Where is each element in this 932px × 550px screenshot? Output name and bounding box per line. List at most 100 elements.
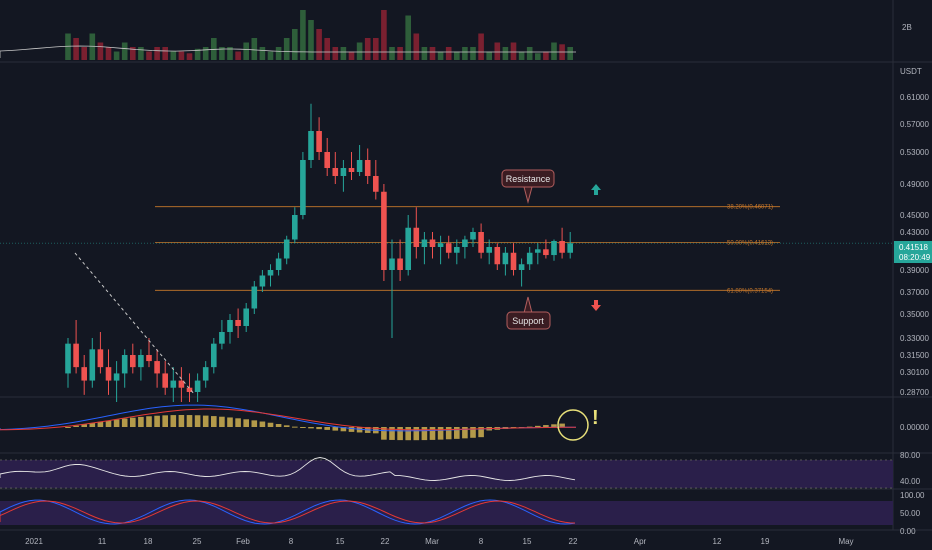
resistance-callout[interactable]: Resistance xyxy=(501,169,555,204)
macd-hist xyxy=(340,427,347,432)
volume-bar xyxy=(502,47,509,60)
volume-bar xyxy=(373,38,379,60)
volume-bar xyxy=(421,47,428,60)
time-tick: Apr xyxy=(634,537,647,546)
candle-body xyxy=(146,355,152,362)
candle-body xyxy=(502,252,509,265)
macd-hist xyxy=(462,427,468,439)
stoch-k xyxy=(0,499,576,525)
macd-hist xyxy=(138,416,144,427)
macd-hist xyxy=(559,423,565,427)
volume-ma xyxy=(0,45,576,58)
candle-body xyxy=(543,249,549,256)
price-tick: 0.61000 xyxy=(900,93,929,102)
volume-bar xyxy=(518,51,525,60)
macd-hist xyxy=(170,415,177,427)
candle-body xyxy=(73,343,79,368)
volume-bar xyxy=(567,47,573,60)
volume-bar xyxy=(283,38,290,60)
support-callout[interactable]: Support xyxy=(506,296,551,330)
volume-bar xyxy=(429,47,436,60)
volume-bar xyxy=(543,51,549,60)
macd-hist xyxy=(202,415,209,427)
countdown: 08:20:49 xyxy=(899,253,931,262)
volume-bar xyxy=(186,53,193,60)
candle-body xyxy=(105,367,112,381)
candle-body xyxy=(308,131,314,160)
candle-body xyxy=(324,152,330,168)
time-tick: 8 xyxy=(289,537,294,546)
macd-hist xyxy=(194,415,201,427)
price-tick: 0.57000 xyxy=(900,120,929,129)
price-tick: 0.39000 xyxy=(900,266,929,275)
candle-body xyxy=(454,247,460,253)
price-tick: 0.45000 xyxy=(900,211,929,220)
candle-body xyxy=(300,160,306,215)
candle-body xyxy=(178,380,185,388)
macd-hist xyxy=(121,418,128,427)
macd-hist xyxy=(348,427,355,432)
volume-bar xyxy=(65,33,71,60)
time-axis: 2021 11 18 25 Feb 8 15 22 Mar 8 15 22 Apr 12 19 May xyxy=(25,537,853,546)
volume-bar xyxy=(364,38,371,60)
trendline[interactable] xyxy=(74,252,196,396)
candle-body xyxy=(340,168,347,176)
macd-hist xyxy=(97,421,104,427)
price-tick: 0.53000 xyxy=(900,148,929,157)
volume-bar xyxy=(454,51,460,60)
candle-body xyxy=(121,355,128,374)
candle-body xyxy=(227,320,233,332)
volume-bar xyxy=(105,47,112,60)
volume-bar xyxy=(526,47,533,60)
rsi-band xyxy=(0,460,893,488)
candle-body xyxy=(535,249,541,253)
time-tick: 22 xyxy=(569,537,578,546)
macd-hist xyxy=(308,427,314,429)
candle-body xyxy=(219,332,225,344)
macd-hist xyxy=(283,425,290,427)
candle-body xyxy=(267,270,274,276)
signal-line xyxy=(0,408,577,431)
volume-bar xyxy=(348,51,355,60)
macd-hist xyxy=(130,417,136,427)
time-tick: Feb xyxy=(236,537,250,546)
macd-hist xyxy=(324,427,330,430)
current-price: 0.41518 xyxy=(899,243,928,252)
macd-hist xyxy=(113,419,120,427)
candle-body xyxy=(275,258,282,270)
up-arrow-icon xyxy=(591,184,601,195)
macd-hist xyxy=(389,427,395,440)
time-tick: 8 xyxy=(479,537,484,546)
time-tick: 25 xyxy=(193,537,202,546)
volume-bar xyxy=(332,47,339,60)
candle-body xyxy=(364,160,371,176)
volume-bar xyxy=(437,51,444,60)
macd-hist xyxy=(81,424,87,427)
candle-body xyxy=(170,380,177,388)
volume-bar xyxy=(194,48,201,60)
volume-axis-label: 2B xyxy=(902,23,912,32)
candle-body xyxy=(130,355,136,368)
candle-body xyxy=(65,343,71,374)
candle-body xyxy=(526,252,533,265)
candle-body xyxy=(138,355,144,368)
candle-body xyxy=(316,131,322,152)
macd-hist xyxy=(551,424,557,427)
macd-hist xyxy=(178,415,185,427)
volume-bar xyxy=(219,47,225,60)
candle-body xyxy=(413,227,420,247)
stoch-tick-0: 0.00 xyxy=(900,527,916,536)
price-tick: 0.28700 xyxy=(900,388,929,397)
candle-body xyxy=(97,349,104,368)
candle-body xyxy=(202,367,209,381)
time-tick: 18 xyxy=(144,537,153,546)
candle-body xyxy=(373,176,379,192)
stoch-d xyxy=(0,500,576,524)
current-price-tag: 0.41518 08:20:49 xyxy=(894,241,932,263)
macd-hist xyxy=(89,423,96,427)
volume-bar xyxy=(494,42,501,60)
volume-bar xyxy=(292,29,298,60)
exclamation-mark: ! xyxy=(592,407,599,429)
